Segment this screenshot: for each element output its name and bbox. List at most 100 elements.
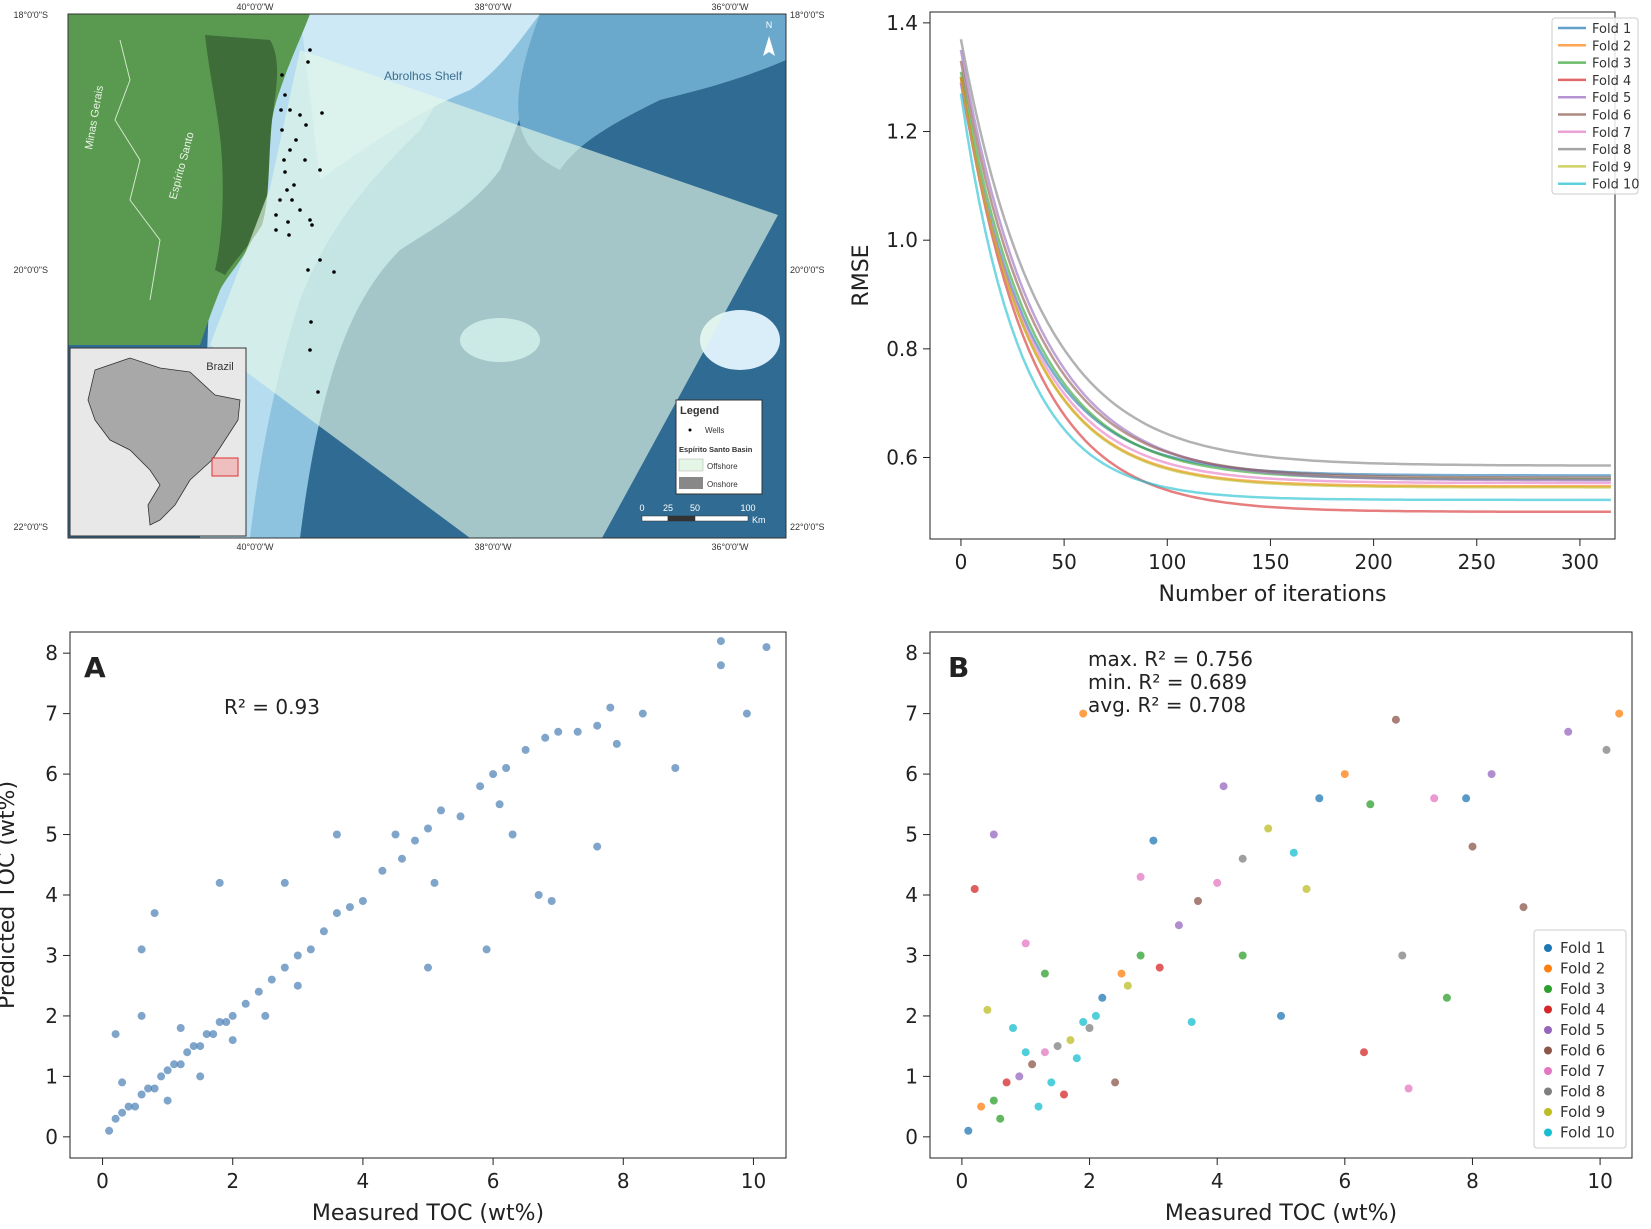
scatter-a-point-45 xyxy=(638,709,647,718)
scatter-a-point-1 xyxy=(111,1114,120,1123)
rmse-legend-label-9: Fold 9 xyxy=(1592,160,1631,175)
well-marker-11 xyxy=(283,170,287,174)
scatter-a-point-52 xyxy=(137,1011,146,1020)
scatter-a-point-50 xyxy=(762,643,771,652)
scatter-b-point-19 xyxy=(1289,848,1298,857)
scatter-a-xtick-label-1: 2 xyxy=(226,1169,239,1193)
lon-label-top-2: 38°0'0"W xyxy=(474,2,512,12)
map-frame xyxy=(68,14,786,538)
scatter-b-ytick-label-4: 4 xyxy=(905,883,918,907)
scatter-b-point-58 xyxy=(1021,1048,1030,1057)
lat-label-right-2: 20°0'0"S xyxy=(790,265,825,275)
rmse-legend-label-8: Fold 8 xyxy=(1592,143,1631,158)
rmse-legend-label-10: Fold 10 xyxy=(1592,178,1640,193)
scatter-a-point-49 xyxy=(742,709,751,718)
rmse-line-fold-2 xyxy=(959,76,1611,488)
scatter-b-point-32 xyxy=(970,885,979,893)
well-marker-25 xyxy=(316,390,320,394)
scatter-b-point-26 xyxy=(1487,770,1496,779)
scatter-a-point-68 xyxy=(118,1078,127,1087)
scatter-b-legend-label-6: Fold 6 xyxy=(1560,1042,1605,1060)
scatter-a-point-10 xyxy=(170,1060,179,1069)
scatter-a-point-37 xyxy=(489,770,498,779)
scatter-a-point-39 xyxy=(521,745,530,754)
lat-label-1: 18°0'0"S xyxy=(13,10,48,20)
well-marker-3 xyxy=(283,93,287,97)
well-marker-19 xyxy=(310,223,314,227)
scatter-b-legend-label-2: Fold 2 xyxy=(1560,960,1605,978)
scatter-b-legend-label-5: Fold 5 xyxy=(1560,1021,1605,1039)
scatter-a-point-63 xyxy=(163,1096,172,1105)
scatter-b-ytick-label-6: 6 xyxy=(905,762,918,786)
scatter-b-legend-label-3: Fold 3 xyxy=(1560,980,1605,998)
rmse-line-fold-3 xyxy=(959,71,1611,481)
scatter-a-point-20 xyxy=(241,999,250,1008)
lon-label-bottom-2: 38°0'0"W xyxy=(474,542,512,552)
scatter-b-legend: Fold 1 Fold 2 Fold 3 Fold 4 Fold 5 Fold 6 Fold… xyxy=(1533,929,1627,1149)
map-legend-title: Legend xyxy=(680,405,719,417)
rmse-chart-xtick-label-0: 0 xyxy=(955,550,968,574)
scatter-b-point-10 xyxy=(1098,993,1107,1002)
scatter-b-point-57 xyxy=(1047,1078,1056,1087)
scatter-b-legend-swatch-2 xyxy=(1544,964,1552,973)
scatter-b-point-54 xyxy=(1034,1102,1043,1111)
scatter-a-point-55 xyxy=(215,878,224,887)
scatter-a-points xyxy=(105,637,771,1135)
well-marker-22 xyxy=(332,270,336,274)
scatter-b-point-0 xyxy=(964,1126,973,1135)
map-legend-onshore: Onshore xyxy=(707,480,738,489)
scatter-a-xtick-label-5: 10 xyxy=(741,1169,766,1193)
scatter-a-ytick-label-8: 8 xyxy=(45,641,58,665)
lat-label-right-1: 18°0'0"S xyxy=(790,10,825,20)
scatter-b-point-36 xyxy=(1187,1018,1196,1026)
lon-label-top-1: 40°0'0"W xyxy=(236,2,274,12)
scatter-a-point-16 xyxy=(209,1030,218,1039)
rmse-legend-label-6: Fold 6 xyxy=(1592,109,1631,124)
scatter-b-xtick-label-1: 2 xyxy=(1083,1169,1096,1193)
scatter-b-point-44 xyxy=(1149,836,1158,845)
scatter-a-point-30 xyxy=(378,866,387,875)
scatter-a-point-53 xyxy=(150,909,159,918)
scatter-a-point-72 xyxy=(495,800,504,809)
well-marker-28 xyxy=(285,188,289,192)
scatter-a-point-74 xyxy=(612,739,621,748)
scatter-a-point-23 xyxy=(280,963,289,972)
scatter-b-point-34 xyxy=(1021,939,1030,948)
scatter-b-point-30 xyxy=(1615,709,1624,718)
scatter-b-ytick-label-7: 7 xyxy=(905,702,918,726)
north-arrow-icon xyxy=(763,36,775,56)
scatter-b-point-47 xyxy=(1302,885,1311,893)
well-marker-0 xyxy=(308,48,312,52)
scatter-b-ytick-label-1: 1 xyxy=(905,1064,918,1088)
scatter-b-ytick-label-8: 8 xyxy=(905,641,918,665)
scatter-a-point-36 xyxy=(476,782,485,791)
scatter-b-point-22 xyxy=(1366,800,1375,809)
well-marker-16 xyxy=(308,218,312,222)
scatter-a-xlabel: Measured TOC (wt%) xyxy=(312,1201,544,1226)
well-marker-27 xyxy=(282,158,286,162)
scatter-b-xtick-label-0: 0 xyxy=(956,1169,969,1193)
scatter-a-point-24 xyxy=(293,951,302,960)
scatter-b-point-2 xyxy=(989,1096,998,1105)
scatter-b-point-6 xyxy=(1040,1048,1049,1057)
scatter-b-point-12 xyxy=(1136,951,1145,960)
scatter-b-point-18 xyxy=(1264,824,1273,833)
scatter-b-point-49 xyxy=(1040,969,1049,978)
scatter-a-point-38 xyxy=(502,764,511,772)
scatter-a-point-21 xyxy=(254,987,263,996)
rmse-series-group xyxy=(959,38,1611,514)
well-marker-4 xyxy=(288,108,292,112)
scale-label-100: 100 xyxy=(740,503,755,513)
onshore-swatch xyxy=(679,477,703,489)
north-label: N xyxy=(766,20,773,30)
scatter-a-point-57 xyxy=(332,830,341,839)
scatter-a-point-5 xyxy=(137,1090,146,1099)
rmse-chart-ytick-label-4: 1.4 xyxy=(886,11,918,35)
scatter-b-point-13 xyxy=(1155,963,1164,972)
scatter-b-ytick-label-2: 2 xyxy=(905,1004,918,1028)
scatter-a-point-62 xyxy=(593,842,602,851)
map-wells xyxy=(274,48,336,394)
scatter-a-point-25 xyxy=(306,945,315,954)
